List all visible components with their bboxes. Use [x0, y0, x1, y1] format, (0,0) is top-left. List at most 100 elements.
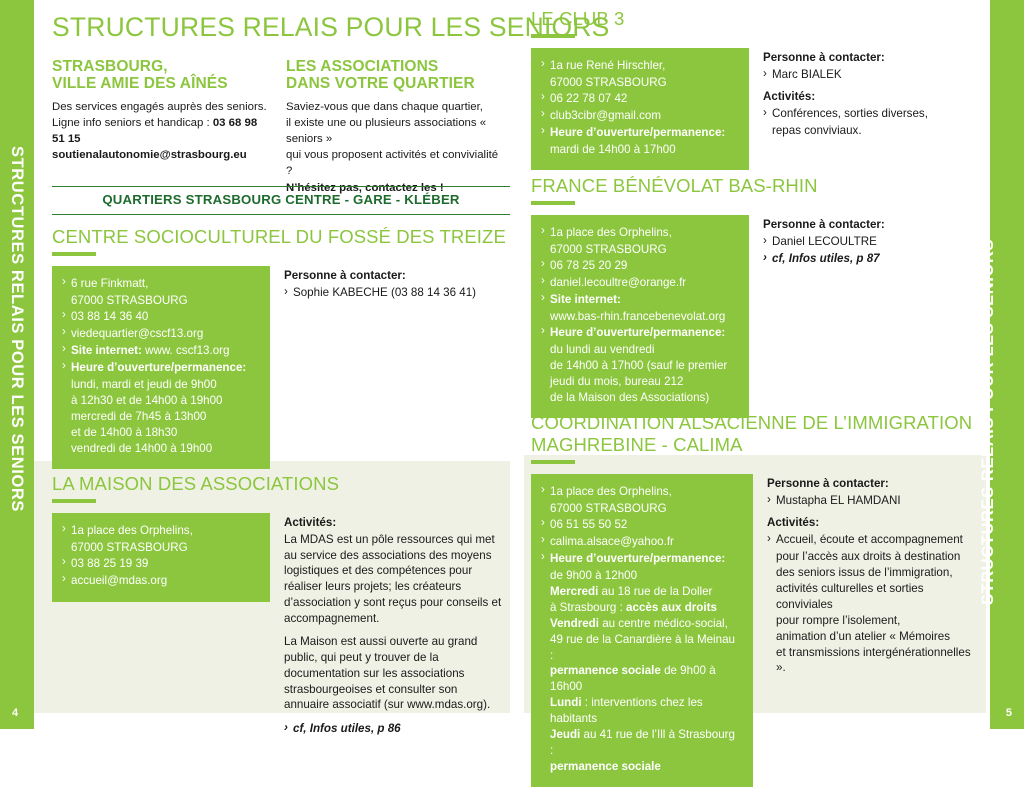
address-line-1: 1a place des Orphelins, [62, 522, 258, 539]
quartiers-band: QUARTIERS STRASBOURG CENTRE - GARE - KLÉ… [52, 186, 510, 215]
intro-right-line4: N’hésitez pas, contactez les ! [286, 181, 444, 194]
phone: 06 51 55 50 52 [541, 516, 741, 533]
activities-line: et transmissions intergénérationnelles »… [776, 645, 971, 675]
entry-title: LA MAISON DES ASSOCIATIONS [52, 473, 340, 494]
title-underline [531, 33, 575, 38]
page-title: STRUCTURES RELAIS POUR LES SENIORS [52, 12, 610, 42]
activities-line: animation d’un atelier « Mémoires [776, 629, 950, 643]
intro-right-body: Saviez-vous que dans chaque quartier, il… [286, 99, 502, 196]
contact-person-panel: Personne à contacter: Mustapha EL HAMDAN… [767, 474, 977, 677]
hours-label: Heure d’ouverture/permanence: [550, 551, 726, 565]
hours-line: du lundi au vendredi [550, 342, 655, 356]
hours-line: permanence sociale [550, 760, 661, 774]
hours-line: Vendredi au centre médico-social, [550, 616, 728, 630]
hours-line: mercredi de 7h45 à 13h00 [71, 409, 207, 423]
activities-line: activités culturelles et sorties convivi… [776, 581, 924, 611]
contact-heading: Personne à contacter: [284, 268, 406, 282]
title-underline [52, 251, 96, 256]
hours-line: lundi, mardi et jeudi de 9h00 [71, 377, 217, 391]
contact-box: 1a place des Orphelins, 67000 STRASBOURG… [531, 214, 749, 418]
intro-left-line2: Ligne info seniors et handicap : 03 68 9… [52, 115, 268, 147]
reference-link[interactable]: cf, Infos utiles, p 86 [284, 720, 502, 737]
contact-box: 1a place des Orphelins, 67000 STRASBOURG… [52, 512, 270, 602]
address-line-2: 67000 STRASBOURG [550, 242, 667, 256]
brochure-spread: STRUCTURES RELAIS POUR LES SENIORS 4 STR… [0, 0, 1024, 729]
phone: 06 22 78 07 42 [541, 90, 737, 107]
activities-line: repas conviviaux. [772, 123, 862, 137]
right-side-rail: STRUCTURES RELAIS POUR LES SENIORS 5 [979, 0, 1024, 729]
hours: Heure d’ouverture/permanence: [62, 359, 258, 376]
hours-line: vendredi de 14h00 à 19h00 [71, 441, 213, 455]
page-number-right: 5 [1005, 707, 1012, 719]
hours-label: Heure d’ouverture/permanence: [550, 125, 726, 139]
email[interactable]: accueil@mdas.org [62, 572, 258, 589]
hours: Heure d’ouverture/permanence: [541, 124, 737, 141]
address-line-1: 1a rue René Hirschler, [541, 57, 737, 74]
reference-link[interactable]: cf, Infos utiles, p 87 [763, 250, 977, 267]
contact-name: Sophie KABECHE (03 88 14 36 41) [284, 284, 498, 301]
hours-line: et de 14h00 à 18h30 [71, 425, 178, 439]
hours-label: Heure d’ouverture/permanence: [550, 325, 726, 339]
activities-paragraph: La Maison est aussi ouverte au grand pub… [284, 635, 491, 712]
intro-block: STRASBOURG, VILLE AMIE DES AÎNÉS Des ser… [52, 58, 502, 196]
contact-name: Mustapha EL HAMDANI [767, 492, 977, 509]
hours-line: de la Maison des Associations) [550, 390, 710, 404]
contact-box: 1a place des Orphelins, 67000 STRASBOURG… [531, 473, 753, 787]
hours-line: jeudi du mois, bureau 212 [550, 374, 684, 388]
entry-centre-socioculturel-fosse-des-treize: CENTRE SOCIOCULTUREL DU FOSSÉ DES TREIZE… [52, 226, 512, 469]
entry-calima: COORDINATION ALSACIENNE DE L’IMMIGRATION… [531, 412, 986, 787]
email[interactable]: club3cibr@gmail.com [541, 107, 737, 124]
intro-right-title-line1: LES ASSOCIATIONS [286, 58, 439, 75]
intro-right-title-line2: DANS VOTRE QUARTIER [286, 75, 475, 93]
email[interactable]: daniel.lecoultre@orange.fr [541, 274, 737, 291]
website: Site internet: www. cscf13.org [62, 342, 258, 359]
hours-line: 49 rue de la Canardière à la Meinau : [550, 632, 735, 662]
intro-left-body: Des services engagés auprès des seniors.… [52, 99, 268, 164]
contact-box: 1a rue René Hirschler, 67000 STRASBOURG … [531, 47, 749, 170]
contact-name: Daniel LECOULTRE [763, 233, 977, 250]
intro-column-associations: LES ASSOCIATIONS DANS VOTRE QUARTIER Sav… [286, 58, 502, 196]
quartiers-band-label: QUARTIERS STRASBOURG CENTRE - GARE - KLÉ… [102, 192, 460, 207]
intro-left-line1: Des services engagés auprès des seniors. [52, 100, 267, 113]
title-underline [531, 459, 575, 464]
activities-line: Accueil, écoute et accompagnement [767, 531, 977, 548]
contact-heading: Personne à contacter: [763, 217, 885, 231]
activities-heading: Activités: [763, 89, 816, 103]
entry-title: FRANCE BÉNÉVOLAT BAS-RHIN [531, 175, 818, 196]
intro-left-email[interactable]: soutienalautonomie@strasbourg.eu [52, 149, 247, 162]
address-line-1: 6 rue Finkmatt, [62, 275, 258, 292]
hours: Heure d’ouverture/permanence: [541, 324, 737, 341]
page-gutter [510, 0, 524, 729]
phone-number: 03 68 98 51 15 [52, 116, 258, 146]
entry-title-line2: MAGHREBINE - CALIMA [531, 433, 743, 455]
website: Site internet: [541, 291, 737, 308]
entry-title: LE CLUB 3 [531, 8, 625, 29]
left-rail-label: STRUCTURES RELAIS POUR LES SENIORS [8, 146, 26, 513]
hours-line: permanence sociale de 9h00 à 16h00 [550, 664, 716, 694]
address-line-1: 1a place des Orphelins, [541, 224, 737, 241]
activities-panel: Activités: La MDAS est un pôle ressource… [284, 513, 502, 738]
entry-france-benevolat-bas-rhin: FRANCE BÉNÉVOLAT BAS-RHIN 1a place des O… [531, 175, 986, 418]
address-line-2: 67000 STRASBOURG [71, 540, 188, 554]
website-label: Site internet: [550, 292, 621, 306]
email[interactable]: viedequartier@cscf13.org [62, 325, 258, 342]
hours-line: de 14h00 à 17h00 (sauf le premier [550, 358, 728, 372]
activities-line: pour rompre l’isolement, [776, 613, 901, 627]
website-label: Site internet: [71, 343, 142, 357]
hours-line: à Strasbourg : accès aux droits [550, 600, 717, 614]
phone: 03 88 25 19 39 [62, 555, 258, 572]
website-value[interactable]: www.bas-rhin.francebenevolat.org [550, 309, 726, 323]
intro-right-line3: qui vous proposent activités et convivia… [286, 149, 499, 178]
address-line-2: 67000 STRASBOURG [550, 501, 667, 515]
hours: Heure d’ouverture/permanence: [541, 550, 741, 567]
address-line-2: 67000 STRASBOURG [550, 75, 667, 89]
hours-label: Heure d’ouverture/permanence: [71, 360, 247, 374]
hours-line: Lundi : interventions chez les habitants [550, 696, 703, 726]
email[interactable]: calima.alsace@yahoo.fr [541, 533, 741, 550]
website-value[interactable]: www. cscf13.org [141, 343, 230, 357]
entry-title: CENTRE SOCIOCULTUREL DU FOSSÉ DES TREIZE [52, 226, 506, 247]
phone: 03 88 14 36 40 [62, 308, 258, 325]
entry-title-line1: COORDINATION ALSACIENNE DE L’IMMIGRATION [531, 412, 973, 433]
contact-heading: Personne à contacter: [763, 50, 885, 64]
activities-heading: Activités: [767, 515, 820, 529]
